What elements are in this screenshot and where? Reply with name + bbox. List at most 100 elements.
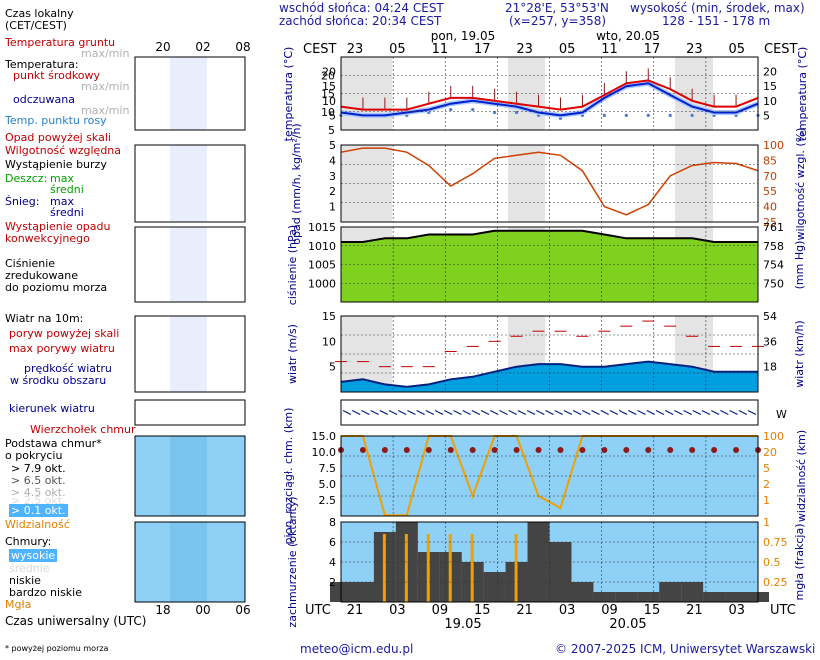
cloud-top-dot: [513, 447, 520, 453]
cest-hour: 05: [559, 42, 576, 57]
utc-label: UTC: [305, 603, 331, 618]
footer-email[interactable]: meteo@icm.edu.pl: [300, 642, 414, 656]
wind-arrow: [471, 409, 481, 416]
legend-cloud-base: Podstawa chmur*: [5, 437, 102, 450]
pressure-tick: 1010: [308, 240, 336, 253]
vis-tick: 20: [763, 446, 777, 459]
cest-hour: 17: [474, 42, 491, 57]
cloud-cover-bar: [549, 542, 572, 602]
cover-tick: 8: [329, 516, 336, 529]
wind-tick: 15: [322, 310, 336, 323]
cloud-tick: 10.0: [312, 446, 337, 459]
cloud-cover-bar: [681, 582, 704, 602]
mini-day-stripe: [170, 522, 207, 602]
wind-tick-right: 36: [763, 335, 777, 348]
cloud-top-dot: [623, 447, 630, 453]
cloud-top-dot: [359, 447, 366, 453]
utc-hour: 15: [474, 603, 491, 618]
mini-hour-bottom: 18: [155, 603, 170, 617]
grid-text: (x=257, y=358): [509, 14, 607, 28]
wind-arrow: [591, 409, 600, 416]
legend-pressure: Ciśnienie: [5, 257, 56, 270]
legend-precip-conv: Wystąpienie opadu: [5, 220, 111, 233]
cloud-axis-label: pion. rozciągł. chm. (km): [282, 408, 295, 545]
dew-point-dot: [602, 113, 606, 117]
cloud-top-dot: [645, 447, 652, 453]
cloud-cover-bar: [615, 592, 638, 602]
wind-arrow: [397, 409, 407, 416]
wind-arrow: [729, 409, 738, 416]
wind-arrow: [600, 409, 609, 416]
wind-arrow: [664, 409, 674, 416]
panel-frame: [340, 399, 759, 426]
legend-coverage: o pokryciu: [5, 449, 63, 462]
legend-okt79: > 7.9 okt.: [11, 462, 66, 475]
wind-arrow: [674, 409, 683, 416]
mini-hour-bottom: 06: [235, 603, 250, 617]
dew-point-dot: [493, 110, 497, 115]
wind-tick: 5: [329, 361, 336, 374]
pressure-tick: 1005: [308, 259, 336, 272]
humidity-axis-label: wilgotność wzgl. (%): [794, 128, 807, 241]
precip-tick: 2: [329, 185, 336, 198]
tick-label: 20: [321, 69, 335, 82]
vis-tick: 2: [763, 478, 770, 491]
wind-arrow: [499, 409, 508, 416]
wind-arrow: [655, 409, 665, 416]
tick-label: 10: [321, 106, 335, 119]
cloud-cover-bar: [351, 582, 374, 602]
dew-point-dot: [449, 107, 453, 112]
cloud-top-dot: [535, 447, 542, 453]
legend-wind-10m: Wiatr na 10m:: [5, 312, 84, 325]
cloud-cover-bar: [659, 582, 682, 602]
wind-arrow: [637, 409, 646, 416]
wind-arrow: [545, 409, 554, 416]
wind-arrow: [609, 409, 619, 416]
cover-tick: 2: [329, 576, 336, 589]
legend-snow-max: max: [50, 195, 74, 208]
cloud-tick: 7.5: [319, 462, 337, 475]
precip-tick: 3: [329, 170, 336, 183]
wind-arrow: [554, 409, 563, 416]
tick-label: 5: [328, 124, 335, 137]
cest-hour: 23: [347, 42, 364, 57]
temp-axis-label-right: temperatura (°C): [796, 47, 809, 142]
cover-axis-label: zachmurzenie (oktanty): [286, 496, 299, 627]
wind-arrow: [683, 409, 692, 416]
panel-frame: [134, 521, 246, 603]
dew-point-dot: [624, 113, 628, 117]
utc-hour: 21: [686, 603, 703, 618]
legend-precip-conv2: konwekcyjnego: [5, 232, 90, 245]
temp-tick: 10: [322, 95, 336, 108]
utc-hour: 09: [432, 603, 449, 618]
date2-label: 20.05: [609, 617, 646, 632]
legend-soil-temp: Temperatura gruntu: [5, 36, 116, 49]
legend-pressure2: zredukowane: [5, 269, 78, 282]
fog-axis-label: mgła (frakcja): [793, 524, 806, 601]
cest-hour: 23: [686, 42, 703, 57]
cloud-top-dot: [601, 447, 608, 453]
wind-arrow: [692, 409, 702, 416]
legend-max-gust: max porywy wiatru: [9, 342, 115, 355]
date1-label: 19.05: [444, 617, 481, 632]
precip-tick: 1: [329, 201, 336, 214]
legend-okt65: > 6.5 okt.: [11, 474, 66, 487]
temperature-line: [340, 79, 759, 111]
precip-tick: 4: [329, 154, 336, 167]
temp-axis-label: temperatura (°C): [282, 47, 295, 142]
legend-midpoint: punkt środkowy: [13, 69, 101, 82]
cover-tick: 4: [329, 556, 336, 569]
temp-tick: 15: [322, 80, 336, 93]
cloud-tick: 2.5: [319, 494, 337, 507]
legend-utc: Czas uniwersalny (UTC): [5, 614, 147, 628]
wind-arrow: [434, 409, 444, 416]
fog-bar: [426, 534, 430, 602]
dew-point-dot: [690, 113, 694, 117]
legend-dew-point: Temp. punktu rosy: [5, 114, 107, 127]
legend-snow-avg: średni: [50, 206, 84, 219]
utc-hour: 03: [559, 603, 576, 618]
legend-humidity: Wilgotność względna: [5, 144, 122, 157]
panel-frame: [134, 315, 246, 393]
cloud-top-dot: [403, 447, 410, 453]
